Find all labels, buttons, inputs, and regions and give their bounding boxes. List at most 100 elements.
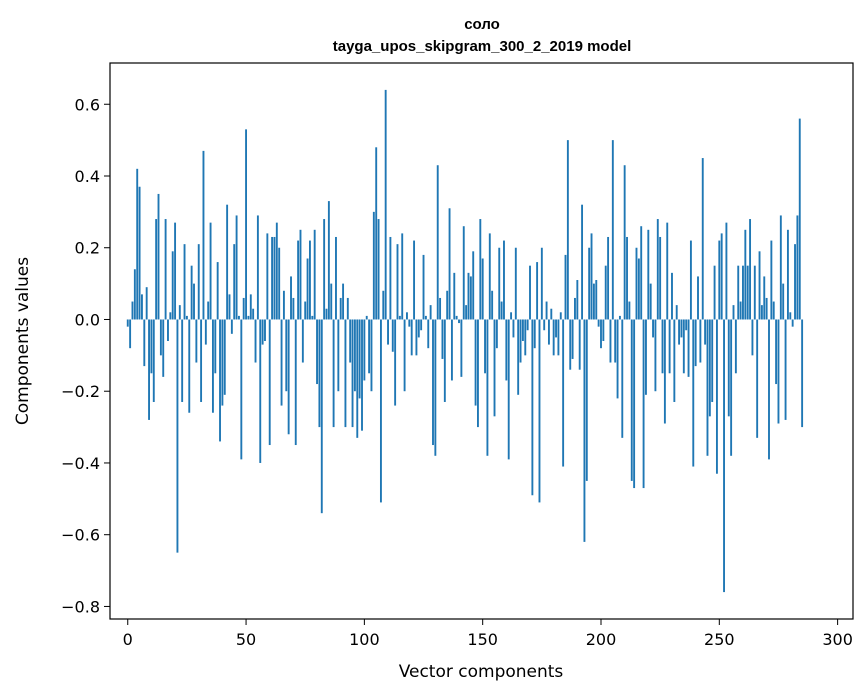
bar xyxy=(607,236,610,320)
bar xyxy=(543,319,546,331)
bar xyxy=(756,319,759,438)
bar xyxy=(723,319,725,593)
bar xyxy=(486,319,489,456)
bar xyxy=(472,251,475,320)
bar xyxy=(337,319,340,392)
bar xyxy=(384,89,387,320)
bar xyxy=(623,165,626,320)
bar-series xyxy=(126,89,804,593)
bar xyxy=(230,319,233,334)
bar xyxy=(751,319,754,356)
bar xyxy=(408,319,411,327)
bar xyxy=(183,244,186,320)
bar xyxy=(536,262,539,320)
bar xyxy=(292,297,295,320)
bar xyxy=(290,276,292,320)
bar xyxy=(715,319,718,474)
bar xyxy=(162,319,165,377)
bar xyxy=(169,312,172,320)
bar xyxy=(495,319,498,349)
bar xyxy=(526,319,529,331)
bar xyxy=(720,233,723,320)
bar xyxy=(611,140,614,320)
bar xyxy=(775,319,778,385)
bar xyxy=(588,247,591,320)
bar xyxy=(514,247,517,320)
bar xyxy=(675,305,678,320)
bar xyxy=(297,240,300,320)
bar xyxy=(628,301,631,320)
bar xyxy=(713,265,716,320)
bar xyxy=(673,319,676,402)
bar xyxy=(245,129,247,320)
bar xyxy=(491,290,494,320)
bar xyxy=(185,315,188,320)
y-tick-label: 0.6 xyxy=(75,95,100,114)
bar xyxy=(574,297,576,320)
bar xyxy=(455,315,458,320)
bar xyxy=(327,201,330,320)
bar xyxy=(351,319,354,428)
bar xyxy=(706,319,709,456)
bar xyxy=(424,315,427,320)
bar xyxy=(387,319,389,345)
bar xyxy=(145,287,148,320)
bar xyxy=(649,283,652,320)
bar xyxy=(796,215,799,320)
bar xyxy=(564,254,567,320)
bar xyxy=(249,294,252,320)
bar xyxy=(439,297,442,320)
bar xyxy=(647,229,650,320)
bar xyxy=(415,319,418,356)
bar xyxy=(768,319,770,460)
bar xyxy=(687,319,690,377)
bar xyxy=(233,244,236,320)
bar xyxy=(505,319,508,381)
bar xyxy=(242,297,245,320)
bar xyxy=(370,319,373,392)
bar xyxy=(368,319,371,374)
bar xyxy=(330,283,333,320)
bar xyxy=(779,215,782,320)
bar xyxy=(323,219,326,320)
bar xyxy=(578,319,581,370)
bar xyxy=(559,312,562,320)
bar xyxy=(356,319,359,438)
bar xyxy=(131,301,134,320)
bar xyxy=(349,319,352,363)
bar xyxy=(443,319,446,402)
bar xyxy=(264,319,266,341)
bar xyxy=(484,319,486,374)
bar xyxy=(311,315,314,320)
bar xyxy=(668,319,671,374)
bar xyxy=(150,319,153,374)
bar xyxy=(394,319,397,406)
bar xyxy=(275,222,278,320)
bar xyxy=(301,319,304,363)
bar xyxy=(760,305,763,320)
bar xyxy=(342,283,345,320)
bar xyxy=(129,319,132,349)
bar xyxy=(777,319,780,424)
bar xyxy=(794,244,796,320)
bar xyxy=(555,319,557,338)
bar xyxy=(361,319,363,431)
bar xyxy=(597,319,600,327)
bar xyxy=(540,247,543,320)
bar xyxy=(226,204,229,320)
bar xyxy=(202,150,205,320)
bar xyxy=(377,219,380,320)
bar xyxy=(339,297,342,320)
bar xyxy=(247,315,250,320)
bar xyxy=(645,319,647,395)
bar xyxy=(335,236,337,320)
bar xyxy=(306,258,309,320)
bar xyxy=(547,319,550,345)
bar xyxy=(221,319,224,406)
bar xyxy=(427,319,430,349)
bar xyxy=(521,319,524,341)
bar xyxy=(204,319,207,345)
bar xyxy=(273,236,276,320)
bar xyxy=(469,276,472,320)
bar xyxy=(671,272,673,320)
